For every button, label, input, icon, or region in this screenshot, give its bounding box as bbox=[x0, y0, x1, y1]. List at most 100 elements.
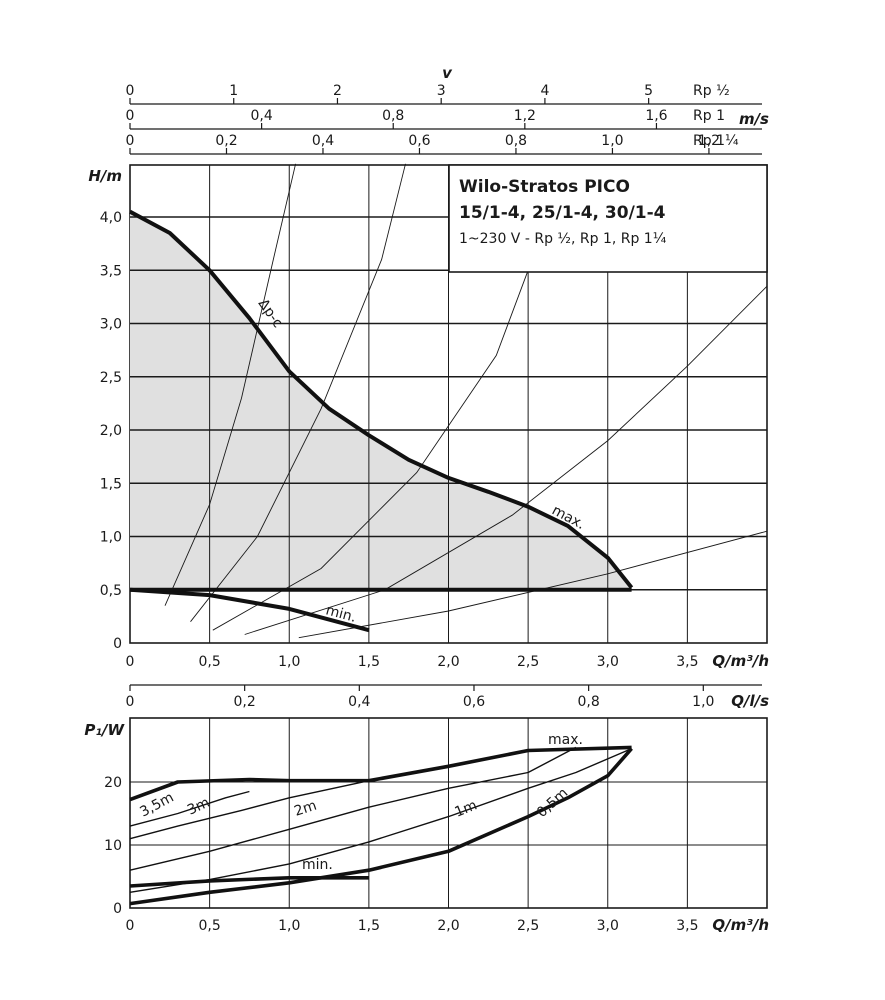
flow-ls-tick-label: 0 bbox=[126, 694, 135, 710]
power-series-line bbox=[129, 746, 577, 871]
head-y-tick-label: 0,5 bbox=[100, 583, 122, 599]
velocity-tick-label: 0,2 bbox=[215, 133, 237, 149]
velocity-unit: m/s bbox=[739, 110, 769, 128]
velocity-tick-label: 0,8 bbox=[382, 108, 404, 124]
velocity-tick-label: 0,6 bbox=[408, 133, 430, 149]
title-line-2: 15/1-4, 25/1-4, 30/1-4 bbox=[459, 203, 666, 223]
power-series-line bbox=[129, 745, 632, 802]
title-line-3: 1~230 V - Rp ½, Rp 1, Rp 1¼ bbox=[459, 231, 667, 247]
flow-ls-tick-label: 1,0 bbox=[692, 694, 714, 710]
head-x-tick-label: 3,5 bbox=[676, 654, 698, 670]
power-x-tick-label: 2,0 bbox=[437, 918, 459, 934]
power-label-max: max. bbox=[548, 732, 583, 748]
power-y-tick-label: 0 bbox=[113, 901, 122, 917]
flow-ls-tick-label: 0,4 bbox=[348, 694, 370, 710]
power-y-label: P₁/W bbox=[84, 721, 125, 739]
velocity-tick-label: 1,6 bbox=[645, 108, 667, 124]
velocity-tick-label: 0,4 bbox=[312, 133, 334, 149]
velocity-tick-label: 0 bbox=[126, 83, 135, 99]
head-y-label: H/m bbox=[88, 167, 122, 185]
velocity-tick-label: 0 bbox=[126, 108, 135, 124]
velocity-symbol: v bbox=[442, 64, 453, 82]
power-series-line bbox=[129, 780, 370, 840]
power-series bbox=[129, 745, 633, 906]
head-panel: 0 0,5 1,0 1,5 2,0 2,5 3,0 3,5 0 0,5 1,0 1,5 2,0 2,5 3… bbox=[88, 163, 769, 670]
power-y-ticks: 0 10 20 bbox=[104, 775, 122, 917]
flow-ls-tick-label: 0,8 bbox=[578, 694, 600, 710]
title-box bbox=[448, 164, 768, 273]
head-y-tick-label: 0 bbox=[113, 636, 122, 652]
head-label-min: min. bbox=[324, 602, 358, 625]
velocity-scale-name: Rp 1¼ bbox=[693, 133, 739, 149]
power-label-3m: 3m bbox=[185, 795, 212, 819]
flow-ls-label: Q/l/s bbox=[731, 692, 769, 710]
head-y-tick-label: 2,5 bbox=[100, 370, 122, 386]
power-x-tick-label: 3,5 bbox=[676, 918, 698, 934]
head-y-tick-label: 3,0 bbox=[100, 317, 122, 333]
velocity-tick-label: 3 bbox=[437, 83, 446, 99]
head-x-label: Q/m³/h bbox=[712, 652, 769, 670]
head-x-tick-label: 3,0 bbox=[597, 654, 619, 670]
power-label-2m: 2m bbox=[292, 798, 318, 820]
power-series-line bbox=[129, 876, 369, 888]
flow-ls-axis: Q/l/s 0 0,2 0,4 0,6 0,8 1,0 bbox=[126, 684, 769, 710]
head-shaded-area bbox=[130, 211, 632, 590]
system-curve bbox=[190, 163, 406, 622]
power-series-line bbox=[129, 790, 250, 827]
velocity-tick-label: 0,8 bbox=[505, 133, 527, 149]
system-curve bbox=[164, 163, 297, 606]
head-label-dpc: Δp-c bbox=[255, 296, 286, 331]
head-system-curves bbox=[164, 163, 768, 639]
power-y-tick-label: 20 bbox=[104, 775, 122, 791]
title-line-1: Wilo-Stratos PICO bbox=[459, 177, 630, 197]
velocity-tick-label: 2 bbox=[333, 83, 342, 99]
head-x-tick-label: 0,5 bbox=[198, 654, 220, 670]
head-y-tick-label: 2,0 bbox=[100, 423, 122, 439]
power-x-tick-label: 1,0 bbox=[278, 918, 300, 934]
head-series bbox=[129, 209, 634, 633]
power-label-min: min. bbox=[302, 857, 333, 873]
head-shaded-region bbox=[130, 211, 632, 590]
velocity-tick-label: 5 bbox=[644, 83, 653, 99]
power-x-label: Q/m³/h bbox=[712, 916, 769, 934]
head-y-tick-label: 1,0 bbox=[100, 530, 122, 546]
head-y-tick-label: 1,5 bbox=[100, 476, 122, 492]
velocity-tick-label: 1,2 bbox=[698, 133, 720, 149]
head-x-tick-label: 1,5 bbox=[358, 654, 380, 670]
head-y-tick-label: 4,0 bbox=[100, 210, 122, 226]
head-x-tick-label: 2,0 bbox=[437, 654, 459, 670]
system-curve bbox=[298, 530, 768, 639]
head-x-tick-label: 0 bbox=[126, 654, 135, 670]
head-x-tick-label: 2,5 bbox=[517, 654, 539, 670]
power-series-line bbox=[129, 747, 633, 906]
head-x-tick-label: 1,0 bbox=[278, 654, 300, 670]
power-y-tick-label: 10 bbox=[104, 838, 122, 854]
velocity-scale-name: Rp 1 bbox=[693, 108, 725, 124]
velocity-tick-label: 0,4 bbox=[250, 108, 272, 124]
velocity-tick-label: 0 bbox=[126, 133, 135, 149]
power-x-tick-label: 1,5 bbox=[358, 918, 380, 934]
power-series-line bbox=[129, 747, 632, 893]
power-x-tick-label: 2,5 bbox=[517, 918, 539, 934]
system-curve bbox=[244, 285, 768, 635]
velocity-scales: v m/s 0 1 2 3 4 5 Rp ½ 0 0,4 0,8 1,2 1,6 Rp 1 0 0,2 0,4… bbox=[126, 64, 769, 155]
head-series-line bbox=[129, 209, 634, 589]
velocity-tick-label: 4 bbox=[540, 83, 549, 99]
head-y-tick-label: 3,5 bbox=[100, 263, 122, 279]
power-x-tick-label: 3,0 bbox=[597, 918, 619, 934]
head-y-ticks: 0 0,5 1,0 1,5 2,0 2,5 3,0 3,5 4,0 bbox=[100, 210, 122, 652]
power-x-ticks: 0 0,5 1,0 1,5 2,0 2,5 3,0 3,5 bbox=[126, 918, 699, 934]
power-label-0-5m: 0,5m bbox=[534, 785, 571, 821]
velocity-tick-label: 1,0 bbox=[601, 133, 623, 149]
power-x-tick-label: 0 bbox=[126, 918, 135, 934]
velocity-tick-label: 1 bbox=[229, 83, 238, 99]
velocity-scale-name: Rp ½ bbox=[693, 83, 730, 99]
head-series-line bbox=[129, 587, 370, 633]
power-x-tick-label: 0,5 bbox=[198, 918, 220, 934]
head-x-ticks: 0 0,5 1,0 1,5 2,0 2,5 3,0 3,5 bbox=[126, 654, 699, 670]
flow-ls-tick-label: 0,2 bbox=[234, 694, 256, 710]
power-label-1m: 1m bbox=[453, 797, 480, 820]
velocity-tick-label: 1,2 bbox=[514, 108, 536, 124]
